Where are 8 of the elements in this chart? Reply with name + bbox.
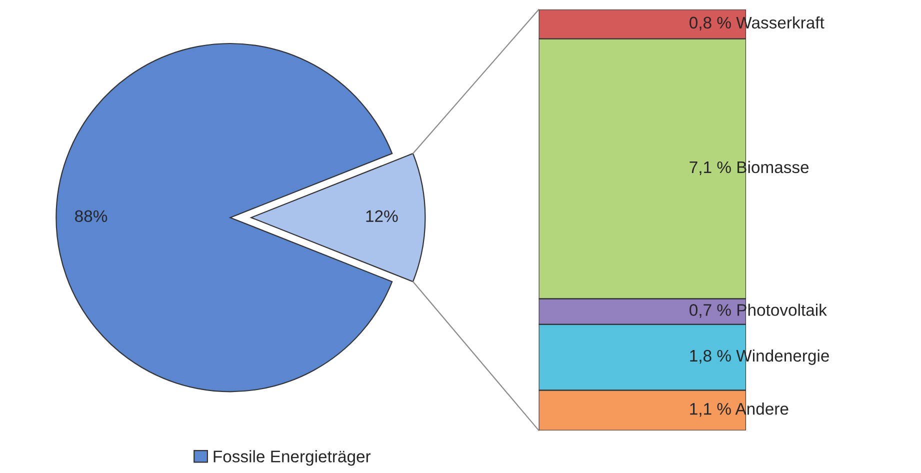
data-label: 1,8 %	[690, 350, 731, 364]
legend-label: Fossile Energieträger	[214, 450, 371, 466]
data-label: 12%	[366, 210, 398, 222]
data-label: 0,8 %	[690, 16, 731, 31]
data-label: 1,1 %	[690, 403, 731, 417]
data-label: 7,1 %	[690, 161, 731, 176]
data-label: 88%	[75, 210, 108, 222]
data-label: 0,7 %	[690, 304, 731, 318]
